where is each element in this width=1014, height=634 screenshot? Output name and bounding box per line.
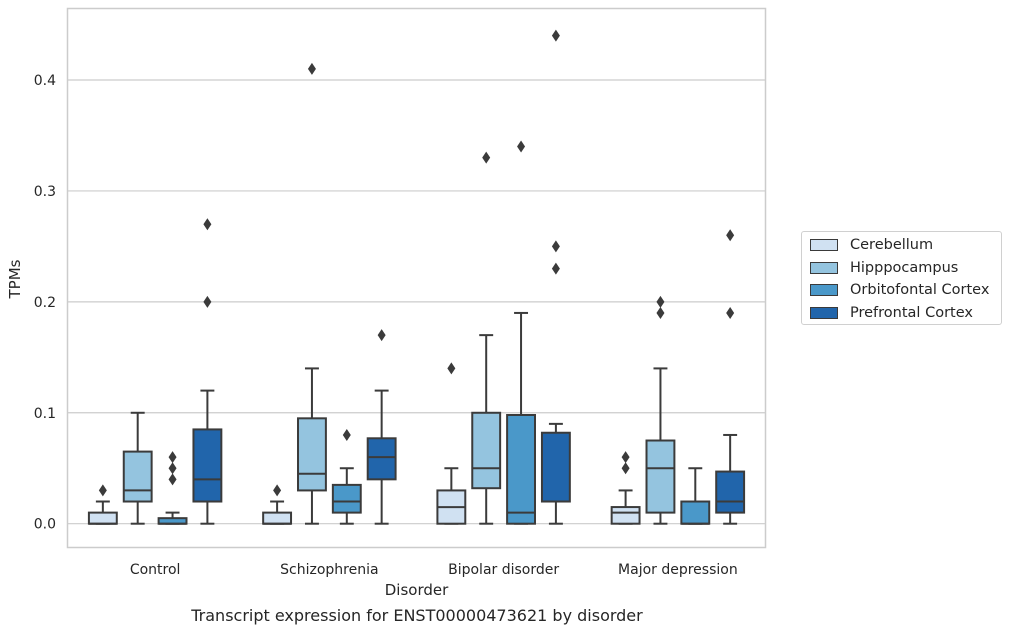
box-prefrontal-cortex-schizophrenia	[366, 329, 397, 525]
box-iqr	[540, 431, 571, 503]
box-cerebellum-schizophrenia	[262, 484, 293, 525]
box-iqr	[87, 511, 118, 525]
chart-caption: Transcript expression for ENST0000047362…	[191, 606, 643, 625]
legend-label-hipppocampus: Hipppocampus	[850, 260, 959, 276]
outlier-point-0	[621, 462, 630, 475]
box-prefrontal-cortex-control	[192, 218, 223, 525]
outlier-point-0	[517, 140, 526, 153]
box-cerebellum-major-depression	[610, 451, 641, 525]
legend-item-prefrontal-cortex: Prefrontal Cortex	[810, 303, 973, 323]
box-prefrontal-cortex-bipolar-disorder	[540, 29, 571, 525]
outlier-point-2	[551, 29, 560, 42]
box-iqr	[297, 417, 327, 492]
legend-label-prefrontal-cortex: Prefrontal Cortex	[850, 305, 973, 321]
box-orbitofontal-cortex-bipolar-disorder	[506, 140, 536, 525]
legend-swatch-cerebellum	[810, 239, 838, 251]
outlier-point-1	[726, 229, 735, 242]
outlier-point-0	[203, 295, 212, 308]
box-orbitofontal-cortex-major-depression	[680, 467, 711, 525]
outlier-point-1	[168, 462, 177, 475]
box-hipppocampus-schizophrenia	[297, 62, 327, 525]
legend-item-hipppocampus: Hipppocampus	[810, 258, 958, 278]
y-tick-label-4: 0.4	[34, 73, 56, 89]
legend-label-cerebellum: Cerebellum	[850, 237, 934, 253]
outlier-point-0	[726, 306, 735, 319]
y-tick-label-1: 0.1	[34, 406, 56, 422]
box-iqr	[610, 506, 641, 525]
legend-item-orbitofontal-cortex: Orbitofontal Cortex	[810, 280, 989, 300]
box-iqr	[331, 483, 362, 514]
series-prefrontal-cortex	[192, 29, 746, 525]
box-iqr	[645, 439, 676, 514]
legend: Cerebellum Hipppocampus Orbitofontal Cor…	[801, 231, 1002, 325]
legend-swatch-hipppocampus	[810, 262, 838, 274]
box-cerebellum-bipolar-disorder	[436, 362, 467, 525]
outlier-point-0	[377, 329, 386, 342]
x-tick-label-schizophrenia: Schizophrenia	[280, 562, 378, 578]
box-series	[87, 29, 746, 525]
box-iqr	[122, 450, 153, 503]
box-iqr	[680, 500, 711, 525]
box-iqr	[471, 411, 502, 490]
outlier-point-0	[447, 362, 456, 375]
outlier-point-0	[98, 484, 107, 497]
box-iqr	[715, 470, 746, 514]
box-orbitofontal-cortex-schizophrenia	[331, 428, 362, 525]
x-tick-label-bipolar-disorder: Bipolar disorder	[448, 562, 559, 578]
outlier-point-0	[273, 484, 282, 497]
box-iqr	[506, 413, 536, 525]
legend-label-orbitofontal-cortex: Orbitofontal Cortex	[850, 282, 990, 298]
gridlines	[68, 79, 765, 525]
y-tick-label-0: 0.0	[34, 517, 56, 533]
outlier-point-0	[482, 151, 491, 164]
x-tick-labels: Control Schizophrenia Bipolar disorder Majo…	[130, 562, 738, 578]
outlier-point-0	[656, 306, 665, 319]
x-tick-label-major-depression: Major depression	[618, 562, 738, 578]
y-tick-labels: 0.0 0.1 0.2 0.3 0.4	[34, 73, 56, 533]
legend-swatch-prefrontal-cortex	[810, 307, 838, 319]
box-orbitofontal-cortex-control	[157, 451, 188, 525]
box-hipppocampus-major-depression	[645, 295, 676, 525]
plot-frame	[66, 7, 767, 549]
outlier-point-1	[203, 218, 212, 231]
series-hipppocampus	[122, 62, 676, 525]
outlier-point-1	[621, 451, 630, 464]
box-iqr	[262, 511, 293, 525]
legend-swatch-orbitofontal-cortex	[810, 284, 838, 296]
x-axis-label: Disorder	[385, 581, 449, 599]
y-tick-label-3: 0.3	[34, 184, 56, 200]
y-tick-label-2: 0.2	[34, 295, 56, 311]
box-cerebellum-control	[87, 484, 118, 525]
y-axis-label: TPMs	[6, 259, 24, 299]
outlier-point-0	[168, 473, 177, 486]
outlier-point-0	[551, 262, 560, 275]
outlier-point-0	[307, 62, 316, 75]
outlier-point-0	[342, 428, 351, 441]
outlier-point-1	[551, 240, 560, 253]
box-prefrontal-cortex-major-depression	[715, 229, 746, 525]
outlier-point-2	[168, 451, 177, 464]
box-iqr	[366, 437, 397, 481]
x-tick-label-control: Control	[130, 562, 181, 578]
outlier-point-1	[656, 295, 665, 308]
legend-item-cerebellum: Cerebellum	[810, 235, 933, 255]
box-iqr	[192, 428, 223, 503]
box-hipppocampus-bipolar-disorder	[471, 151, 502, 525]
series-cerebellum	[87, 362, 641, 525]
box-hipppocampus-control	[122, 411, 153, 525]
series-orbitofontal-cortex	[157, 140, 711, 525]
